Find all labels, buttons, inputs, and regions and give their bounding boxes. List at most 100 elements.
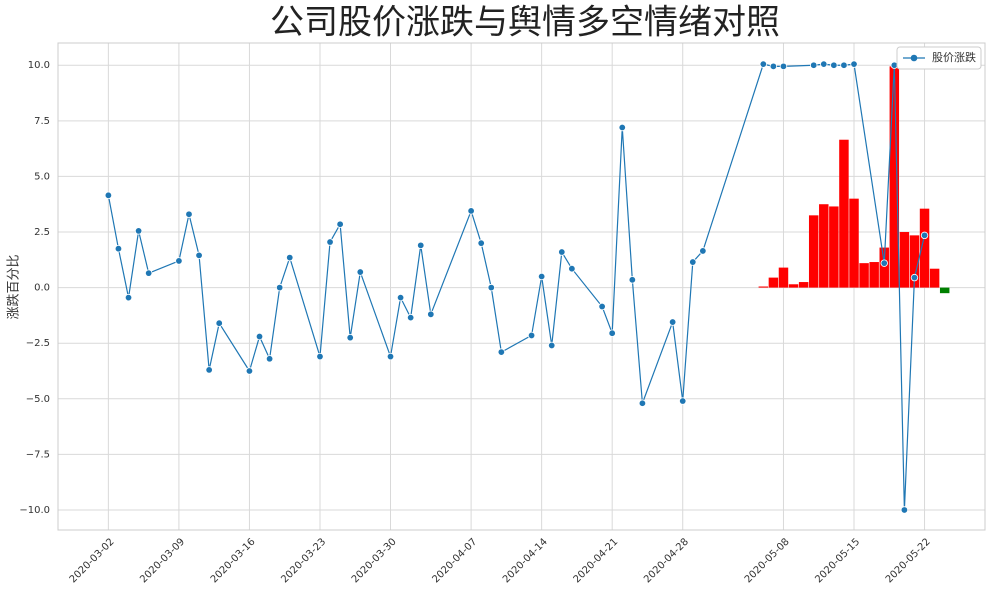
bar — [939, 287, 950, 294]
line-marker — [467, 207, 475, 215]
x-tick-label: 2020-03-30 — [350, 536, 399, 585]
x-tick-label: 2020-04-28 — [642, 536, 691, 585]
y-tick-label: 2.5 — [34, 227, 50, 238]
line-marker — [830, 61, 838, 69]
line-marker — [487, 283, 495, 292]
x-tick-label: 2020-03-23 — [279, 536, 328, 585]
bar — [919, 208, 930, 288]
line-marker — [568, 265, 576, 273]
line-marker — [880, 259, 888, 267]
line-marker — [497, 348, 506, 356]
line-marker — [689, 258, 697, 266]
bar — [829, 206, 839, 288]
x-tick-label: 2020-03-16 — [209, 536, 258, 585]
bar — [909, 235, 920, 288]
bar — [859, 263, 869, 288]
line-marker — [910, 273, 919, 282]
line-marker — [850, 60, 858, 68]
chart-title: 公司股价涨跌与舆情多空情绪对照 — [270, 3, 780, 43]
x-tick-label: 2020-04-07 — [430, 536, 479, 585]
y-tick-label: 0.0 — [34, 283, 50, 294]
legend-box — [896, 46, 982, 70]
y-tick-label: −10.0 — [19, 505, 50, 516]
line-marker — [316, 352, 324, 361]
y-tick-label: −5.0 — [26, 394, 50, 405]
legend-label: 股价涨跌 — [932, 50, 976, 64]
x-tick-label: 2020-04-14 — [501, 536, 550, 585]
line-marker — [548, 341, 556, 350]
line-marker — [265, 355, 274, 363]
line-marker — [286, 253, 294, 262]
y-axis-label: 涨跌百分比 — [6, 254, 22, 319]
line-marker — [104, 191, 113, 200]
line-marker — [920, 231, 929, 240]
line-marker — [598, 302, 606, 311]
line-marker — [537, 272, 546, 281]
line-marker — [699, 247, 707, 255]
y-tick-label: 7.5 — [34, 116, 50, 127]
x-tick-label: 2020-03-02 — [68, 536, 117, 585]
legend-marker — [910, 54, 918, 62]
y-tick-label: −7.5 — [26, 449, 50, 460]
line-marker — [638, 399, 647, 407]
line-marker — [840, 61, 848, 69]
bar — [768, 277, 779, 288]
line-marker — [386, 352, 395, 361]
line-marker — [144, 269, 153, 277]
line-marker — [205, 366, 213, 374]
line-marker — [124, 293, 133, 302]
line-marker — [618, 123, 626, 132]
line-marker — [195, 251, 203, 260]
line-marker — [608, 329, 616, 337]
line-marker — [134, 227, 143, 235]
x-tick-label: 2020-05-15 — [813, 536, 862, 585]
bar — [798, 282, 809, 288]
line-marker — [427, 310, 435, 318]
line-marker — [820, 60, 828, 68]
bar — [839, 139, 849, 288]
x-tick-label: 2020-04-21 — [572, 536, 621, 585]
bar — [869, 262, 879, 288]
bar — [849, 198, 859, 288]
y-tick-label: −2.5 — [26, 338, 50, 349]
bar — [889, 66, 900, 288]
line-marker — [810, 61, 818, 69]
bar — [899, 232, 910, 288]
line-marker — [779, 62, 788, 71]
x-tick-label: 2020-05-22 — [884, 536, 933, 585]
line-marker — [396, 293, 405, 302]
line-marker — [477, 239, 485, 247]
line-marker — [679, 397, 687, 405]
line-marker — [759, 60, 768, 68]
line-marker — [185, 210, 193, 218]
line-marker — [215, 319, 223, 327]
line-marker — [336, 220, 344, 228]
line-marker — [668, 318, 677, 326]
line-marker — [175, 257, 183, 265]
bar — [758, 286, 769, 288]
line-marker — [900, 506, 909, 514]
bar — [778, 267, 789, 288]
line-marker — [417, 241, 425, 250]
line-marker — [406, 313, 415, 322]
bar — [819, 204, 829, 288]
bar — [929, 268, 940, 288]
y-tick-label: 10.0 — [28, 60, 50, 71]
x-tick-label: 2020-05-08 — [743, 536, 792, 585]
line-marker — [769, 62, 778, 71]
bar — [879, 247, 889, 288]
line-marker — [255, 332, 264, 341]
line-marker — [326, 238, 334, 246]
bar — [788, 284, 799, 288]
bar — [808, 215, 819, 288]
x-tick-label: 2020-03-09 — [138, 536, 187, 585]
line-marker — [628, 276, 637, 284]
line-marker — [558, 248, 566, 256]
line-marker — [346, 333, 354, 342]
line — [107, 63, 926, 511]
line-marker — [114, 244, 123, 253]
line-marker — [356, 268, 364, 276]
line-marker — [527, 331, 536, 340]
plot-frame — [57, 42, 986, 531]
